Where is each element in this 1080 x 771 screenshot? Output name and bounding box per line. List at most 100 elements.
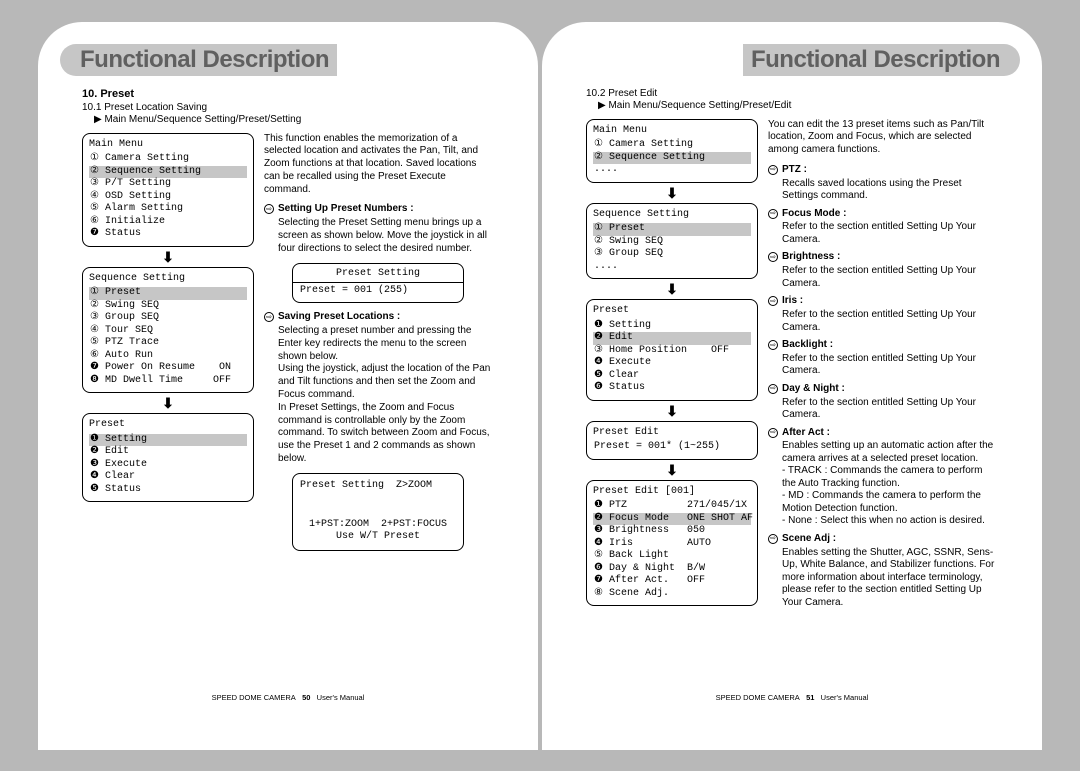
description-label: Brightness : <box>782 251 998 264</box>
bullet-icon: ⇨ <box>768 384 778 394</box>
description-block: ⇨Scene Adj :Enables setting the Shutter,… <box>768 533 998 609</box>
footer-page: 51 <box>806 693 814 702</box>
bullet-setting-up: ⇨ Setting Up Preset Numbers : <box>264 203 494 216</box>
description-block: ⇨ PTZ :Recalls saved locations using the … <box>768 164 998 203</box>
description-heading: ⇨ After Act : <box>768 427 998 440</box>
page-spread: Functional Description 10. Preset 10.1 P… <box>38 22 1042 750</box>
two-column: Main Menu① Camera Setting② Sequence Sett… <box>586 119 998 615</box>
down-arrow-icon: ⬇ <box>666 404 678 418</box>
description-label: After Act : <box>782 427 998 440</box>
footer-right: SPEED DOME CAMERA 51 User's Manual <box>586 693 998 702</box>
description-block: ⇨After Act :Enables setting up an automa… <box>768 427 998 528</box>
menu-row: ❼ Status <box>89 228 247 241</box>
menu-row: ② Swing SEQ <box>593 236 751 249</box>
menu-row: ① Camera Setting <box>593 139 751 152</box>
footer-page: 50 <box>302 693 310 702</box>
section-heading: 10. Preset <box>82 88 494 100</box>
menu-title: Main Menu <box>89 139 247 152</box>
footer-label: User's Manual <box>317 693 365 702</box>
menu-row: .... <box>593 261 751 274</box>
zoom-line1: Preset Setting Z>ZOOM <box>299 480 457 493</box>
menu-row: ③ Home Position OFF <box>593 345 751 358</box>
menu-row: ② Sequence Setting <box>593 152 751 165</box>
sub-heading: 10.1 Preset Location Saving <box>82 102 494 113</box>
down-arrow-icon: ⬇ <box>666 186 678 200</box>
right-prose-column: You can edit the 13 preset items such as… <box>768 119 998 615</box>
left-prose-column: This function enables the memorization o… <box>264 133 494 560</box>
description-heading: ⇨Iris : <box>768 295 998 308</box>
right-content: 10.2 Preset Edit ▶ Main Menu/Sequence Se… <box>586 88 998 716</box>
bullet-icon: ⇨ <box>768 534 778 544</box>
menu-row: ❸ Execute <box>89 459 247 472</box>
description-body: Recalls saved locations using the Preset… <box>782 178 998 203</box>
zoom-box: Preset Setting Z>ZOOM 1+PST:ZOOM 2+PST:F… <box>292 473 464 551</box>
menu-row: ❼ After Act. OFF <box>593 575 751 588</box>
description-label: Iris : <box>782 295 998 308</box>
menu-row: ❻ Status <box>593 382 751 395</box>
menu-row: ③ Group SEQ <box>593 248 751 261</box>
menu-row: ❶ PTZ 271/045/1X <box>593 500 751 513</box>
menu-row: ❹ Clear <box>89 471 247 484</box>
box-heading: Preset Setting <box>299 268 457 281</box>
intro-para: This function enables the memorization o… <box>264 133 494 197</box>
menu-row: ❻ Day & Night B/W <box>593 563 751 576</box>
footer-label: User's Manual <box>821 693 869 702</box>
main-menu-box: Main Menu① Camera Setting② Sequence Sett… <box>82 133 254 247</box>
description-label: PTZ : <box>782 164 998 177</box>
menu-row: ❺ Clear <box>593 370 751 383</box>
right-menu-column: Main Menu① Camera Setting② Sequence Sett… <box>586 119 758 615</box>
description-heading: ⇨Backlight : <box>768 339 998 352</box>
bullet-icon: ⇨ <box>768 252 778 262</box>
menu-title: Preset Edit [001] <box>593 486 751 499</box>
menu-row: ❼ Power On Resume ON <box>89 362 247 375</box>
title-bar-right: Functional Description <box>564 44 1020 76</box>
description-body: Refer to the section entitled Setting Up… <box>782 353 998 378</box>
menu-row: ④ OSD Setting <box>89 191 247 204</box>
menu-row: ① Preset <box>89 287 247 300</box>
preset-setting-box: Preset Setting Preset = 001 (255) <box>292 263 464 304</box>
footer-left: SPEED DOME CAMERA 50 User's Manual <box>82 693 494 702</box>
bullet1-body: Selecting the Preset Setting menu brings… <box>278 217 494 255</box>
description-heading: ⇨ Brightness : <box>768 251 998 264</box>
menu-title: Sequence Setting <box>593 209 751 222</box>
zoom-line3: Use W/T Preset <box>299 531 457 544</box>
menu-title: Sequence Setting <box>89 273 247 286</box>
menu-row: ③ P/T Setting <box>89 178 247 191</box>
menu-row: ⑤ Alarm Setting <box>89 203 247 216</box>
description-heading: ⇨Day & Night : <box>768 383 998 396</box>
menu-row: ② Sequence Setting <box>89 166 247 179</box>
description-list: ⇨ PTZ :Recalls saved locations using the … <box>768 164 998 609</box>
description-label: Backlight : <box>782 339 998 352</box>
down-arrow-icon: ⬇ <box>666 282 678 296</box>
menu-row: ❽ MD Dwell Time OFF <box>89 375 247 388</box>
preset-edit-box: Preset EditPreset = 001* (1~255) <box>586 421 758 460</box>
zoom-line2: 1+PST:ZOOM 2+PST:FOCUS <box>299 519 457 532</box>
menu-row: ⑥ Auto Run <box>89 350 247 363</box>
description-body: Refer to the section entitled Setting Up… <box>782 397 998 422</box>
bullet-icon: ⇨ <box>768 428 778 438</box>
page-title: Functional Description <box>751 46 1000 74</box>
menu-row: ❷ Focus Mode ONE SHOT AF <box>593 513 751 526</box>
preset-menu-box: Preset❶ Setting❷ Edit③ Home Position OFF… <box>586 299 758 401</box>
sub-heading: 10.2 Preset Edit <box>586 88 998 99</box>
bullet-icon: ⇨ <box>768 209 778 219</box>
menu-row: ① Camera Setting <box>89 153 247 166</box>
breadcrumb: ▶ Main Menu/Sequence Setting/Preset/Edit <box>598 100 998 111</box>
description-block: ⇨Brightness :Refer to the section entitl… <box>768 251 998 290</box>
menu-row: ⑤ Back Light <box>593 550 751 563</box>
menu-title: Preset <box>89 419 247 432</box>
description-heading: ⇨ PTZ : <box>768 164 998 177</box>
menu-row: ⑧ Scene Adj. <box>593 588 751 601</box>
bullet-icon: ⇨ <box>768 165 778 175</box>
menu-row: ❷ Edit <box>593 332 751 345</box>
menu-row: ③ Group SEQ <box>89 312 247 325</box>
footer-product: SPEED DOME CAMERA <box>212 693 296 702</box>
sequence-setting-box: Sequence Setting① Preset② Swing SEQ③ Gro… <box>82 267 254 394</box>
menu-row: ❹ Iris AUTO <box>593 538 751 551</box>
description-label: Focus Mode : <box>782 208 998 221</box>
menu-row: ② Swing SEQ <box>89 300 247 313</box>
menu-row: ⑥ Initialize <box>89 216 247 229</box>
bullet2-body: Selecting a preset number and pressing t… <box>278 325 494 466</box>
title-bar-left: Functional Description <box>60 44 516 76</box>
menu-row: ❷ Edit <box>89 446 247 459</box>
